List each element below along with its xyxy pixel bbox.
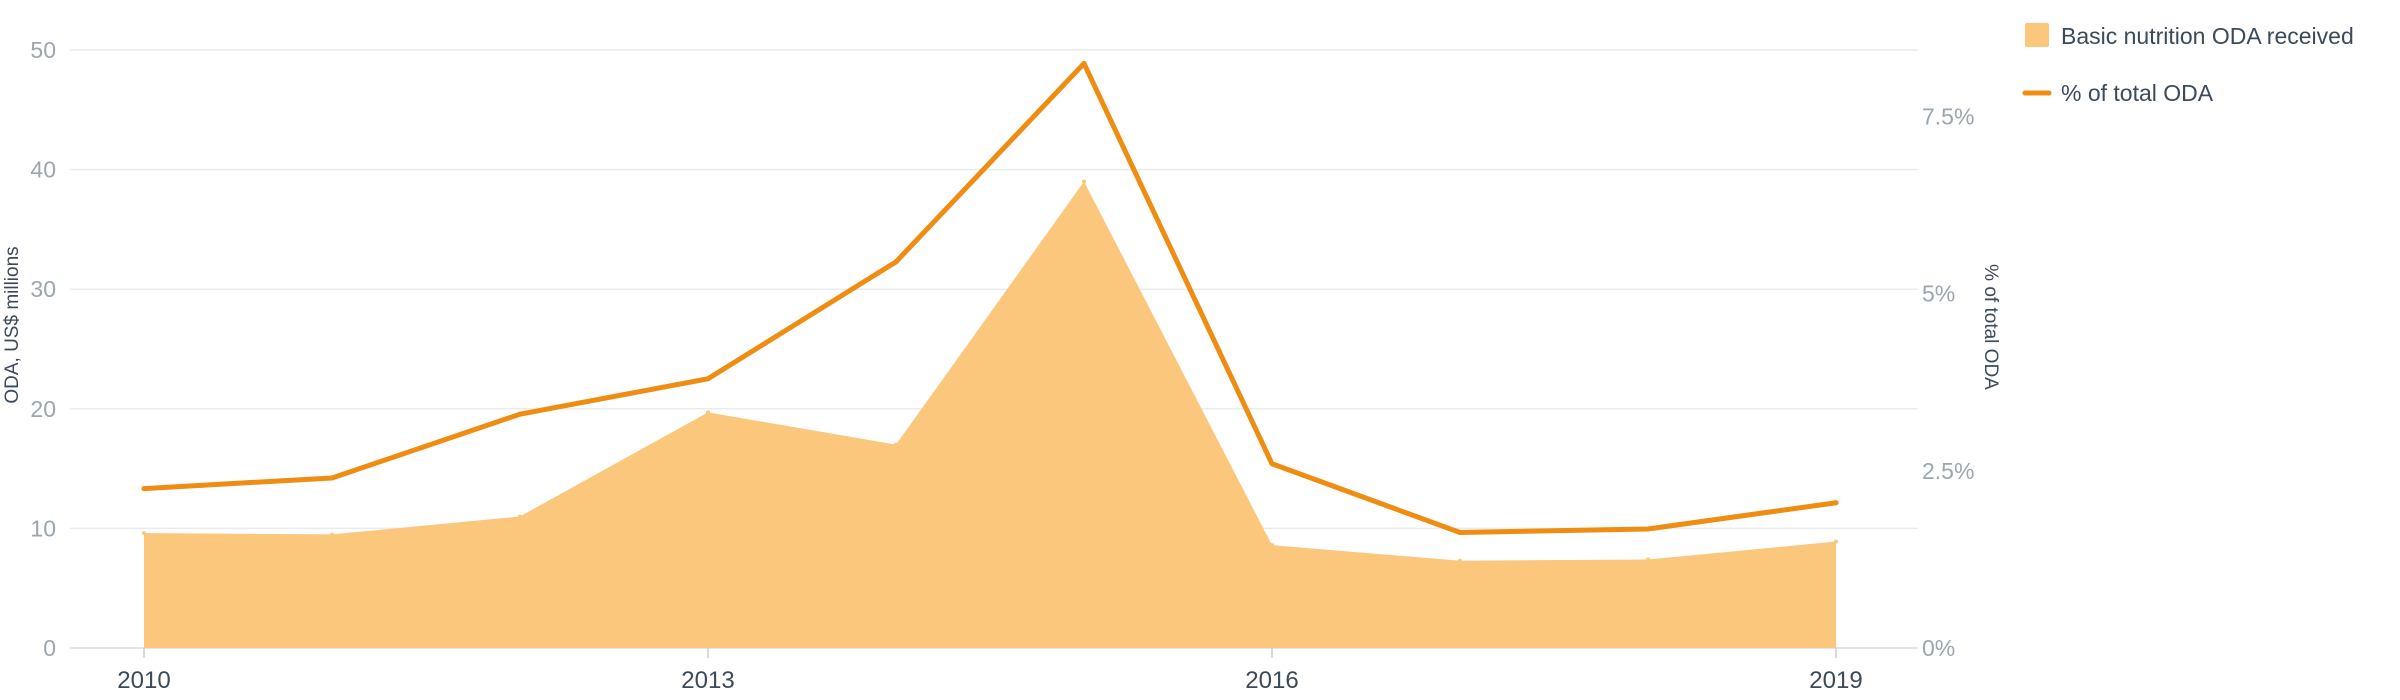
legend: Basic nutrition ODA received % of total …	[2022, 23, 2354, 106]
line-pct-total-oda[interactable]	[141, 60, 1839, 536]
area-point[interactable]	[1082, 179, 1086, 184]
legend-label-area: Basic nutrition ODA received	[2061, 23, 2354, 49]
line-point[interactable]	[1645, 526, 1651, 532]
line-point[interactable]	[1269, 461, 1275, 467]
line-point[interactable]	[1833, 500, 1839, 506]
line-point[interactable]	[1457, 530, 1463, 536]
left-axis-tick-label: 20	[30, 396, 56, 422]
legend-swatch-area	[2025, 23, 2049, 47]
right-axis-tick-label: 7.5%	[1922, 104, 1974, 130]
line-point[interactable]	[1081, 60, 1087, 66]
left-axis-tick-label: 0	[43, 635, 56, 661]
left-axis-tick-label: 50	[30, 37, 56, 63]
area-basic-nutrition-oda[interactable]	[144, 181, 1836, 648]
legend-item-line[interactable]: % of total ODA	[2022, 80, 2214, 106]
left-axis-tick-label: 30	[30, 276, 56, 302]
line-point[interactable]	[141, 486, 147, 492]
right-axis-tick-label: 2.5%	[1922, 458, 1974, 484]
legend-item-area[interactable]: Basic nutrition ODA received	[2025, 23, 2354, 49]
x-axis-tick-label: 2016	[1245, 667, 1298, 694]
right-axis-title: % of total ODA	[1980, 264, 2001, 390]
left-axis-tick-label: 40	[30, 157, 56, 183]
line-point[interactable]	[517, 411, 523, 417]
left-axis-title: ODA, US$ millions	[2, 246, 23, 403]
right-axis: 0% 2.5% 5% 7.5%	[1922, 104, 1974, 661]
x-axis: 2010 2013 2016 2019	[117, 648, 1863, 694]
right-axis-tick-label: 5%	[1922, 281, 1955, 307]
line-point[interactable]	[705, 376, 711, 382]
x-axis-tick-label: 2013	[681, 667, 734, 694]
area-series	[142, 179, 1838, 648]
line-point[interactable]	[329, 475, 335, 481]
legend-label-line: % of total ODA	[2061, 80, 2214, 106]
area-point[interactable]	[1646, 557, 1650, 562]
area-point[interactable]	[518, 514, 522, 519]
right-axis-tick-label: 0%	[1922, 635, 1955, 661]
line-point[interactable]	[893, 259, 899, 265]
area-point[interactable]	[706, 410, 710, 415]
area-point[interactable]	[1270, 543, 1274, 548]
x-axis-tick-label: 2010	[117, 667, 170, 694]
area-point[interactable]	[330, 532, 334, 537]
x-axis-tick-label: 2019	[1809, 667, 1862, 694]
area-point[interactable]	[142, 531, 146, 536]
left-axis-tick-label: 10	[30, 515, 56, 541]
area-point[interactable]	[1458, 558, 1462, 563]
line-series	[141, 60, 1839, 536]
area-point[interactable]	[894, 442, 898, 447]
area-point[interactable]	[1834, 539, 1838, 544]
left-axis: 0 10 20 30 40 50	[30, 37, 56, 661]
